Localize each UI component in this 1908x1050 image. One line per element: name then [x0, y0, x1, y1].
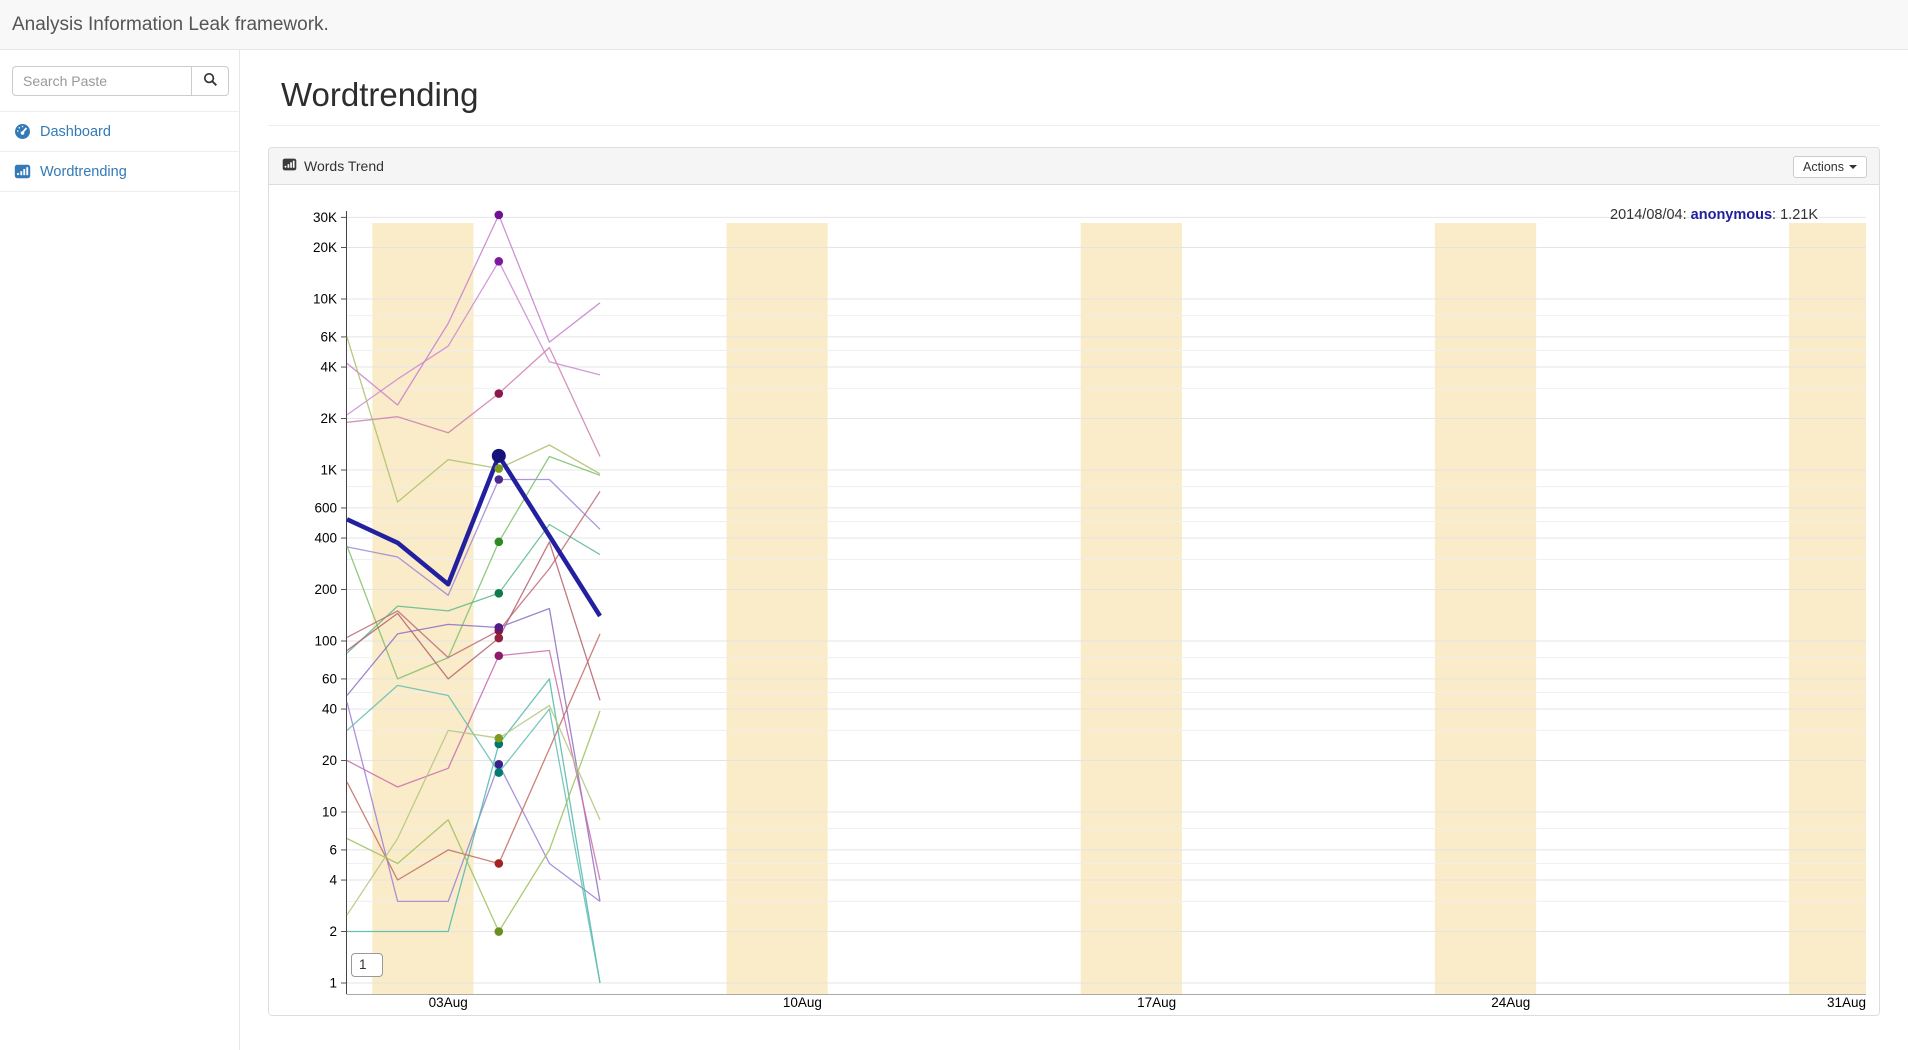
trend-line-series-9[interactable]	[346, 491, 601, 659]
main-content: Wordtrending Words Trend Actions 30K 20K 1…	[240, 50, 1908, 1050]
y-axis-tick-label: 40	[322, 702, 337, 717]
app-brand[interactable]: Analysis Information Leak framework.	[12, 14, 329, 35]
y-axis-tick-label: 600	[314, 500, 337, 515]
data-point-series-13[interactable]	[494, 760, 504, 769]
data-point-series-6[interactable]	[494, 464, 504, 473]
sidebar: Dashboard Wordtrending	[0, 50, 240, 1050]
x-axis-tick-label: 24Aug	[1491, 995, 1530, 1010]
data-point-series-2[interactable]	[494, 210, 504, 220]
data-point-series-10[interactable]	[494, 633, 504, 643]
top-navbar: Analysis Information Leak framework.	[0, 0, 1908, 50]
x-axis-tick-label: 17Aug	[1137, 995, 1176, 1010]
zoom-level-box[interactable]: 1	[351, 953, 383, 977]
y-axis-tick-label: 6K	[320, 329, 337, 344]
y-axis-tick-label: 100	[314, 634, 337, 649]
trend-line-series-10[interactable]	[346, 541, 601, 701]
trend-line-series-7[interactable]	[346, 455, 601, 680]
trend-line-series-4[interactable]	[346, 346, 601, 457]
data-point-series-15[interactable]	[494, 768, 504, 777]
trend-line-series-3[interactable]	[346, 260, 601, 416]
weekend-band	[726, 223, 828, 994]
chart-tooltip: 2014/08/04: anonymous: 1.21K	[1610, 207, 1818, 223]
trend-line-series-5[interactable]	[346, 478, 601, 596]
data-point-series-12[interactable]	[494, 651, 504, 661]
weekend-band	[1434, 223, 1537, 994]
y-axis-tick-label: 30K	[313, 210, 337, 225]
search-icon	[203, 72, 218, 90]
search-input[interactable]	[12, 66, 191, 96]
data-point-series-8[interactable]	[494, 589, 504, 598]
y-axis-tick-label: 20	[322, 753, 337, 768]
title-divider	[268, 125, 1880, 126]
x-axis-tick-label: 03Aug	[429, 995, 468, 1010]
y-axis-tick-label: 1	[329, 976, 337, 991]
y-axis-tick-label: 400	[314, 531, 337, 546]
trend-line-anonymous[interactable]	[346, 453, 602, 618]
trend-line-series-12[interactable]	[346, 649, 601, 881]
y-axis-tick-label: 20K	[313, 240, 337, 255]
y-axis-tick-label: 1K	[320, 463, 337, 478]
trend-line-series-17[interactable]	[346, 710, 601, 933]
y-axis-tick-label: 2	[329, 924, 337, 939]
trend-line-series-16[interactable]	[346, 633, 601, 881]
sidebar-item-label: Wordtrending	[40, 163, 127, 180]
y-axis-tick-label: 10K	[313, 292, 337, 307]
data-point-series-18[interactable]	[494, 733, 504, 743]
data-point-series-4[interactable]	[494, 389, 504, 398]
sidebar-item-dashboard[interactable]: Dashboard	[0, 112, 239, 152]
x-axis-tick-label: 31Aug	[1827, 995, 1866, 1010]
trend-line-series-8[interactable]	[346, 523, 601, 654]
y-axis-tick-label: 10	[322, 805, 337, 820]
trend-line-series-18[interactable]	[346, 704, 601, 916]
y-axis-tick-label: 2K	[320, 411, 337, 426]
bar-chart-icon	[14, 163, 31, 180]
page-title: Wordtrending	[281, 76, 479, 113]
sidebar-item-label: Dashboard	[40, 123, 111, 140]
weekend-band	[1789, 223, 1866, 994]
y-axis-tick-label: 6	[329, 842, 337, 857]
paste-search-group	[12, 66, 229, 96]
search-button[interactable]	[191, 66, 229, 96]
data-point-series-5[interactable]	[494, 475, 504, 484]
y-axis-tick-label: 4	[329, 873, 337, 888]
y-axis-tick-label: 4K	[320, 360, 337, 375]
dashboard-icon	[14, 123, 31, 140]
sidebar-item-wordtrending[interactable]: Wordtrending	[0, 152, 239, 192]
sidebar-nav: Dashboard Wordtrending	[0, 111, 239, 192]
data-point-series-16[interactable]	[494, 859, 504, 868]
data-point-series-3[interactable]	[494, 257, 504, 266]
panel-title: Words Trend	[304, 158, 384, 174]
data-point-series-11[interactable]	[494, 623, 504, 632]
x-axis-tick-label: 10Aug	[783, 995, 822, 1010]
y-axis-tick-label: 60	[322, 671, 337, 686]
words-trend-panel-heading: Words Trend Actions	[269, 148, 1879, 185]
trend-line-series-11[interactable]	[346, 607, 601, 902]
data-point-anonymous[interactable]	[491, 448, 506, 463]
bar-chart-icon	[282, 157, 297, 175]
trend-line-series-6[interactable]	[346, 336, 601, 503]
actions-button[interactable]: Actions	[1793, 156, 1867, 178]
weekend-band	[1080, 223, 1182, 994]
words-trend-chart-area[interactable]: 30K 20K 10K 6K 4K 2K 1K 600 400 200 100 60 40 20 10 6 4 2…	[269, 185, 1879, 1015]
trend-line-series-2[interactable]	[346, 214, 601, 406]
words-trend-panel: Words Trend Actions 30K 20K 10K 6K 4K 2K 1K 600…	[268, 147, 1880, 1016]
data-point-series-7[interactable]	[494, 537, 504, 547]
words-trend-chart[interactable]: 30K 20K 10K 6K 4K 2K 1K 600 400 200 100 60 40 20 10 6 4 2…	[269, 185, 1877, 1014]
actions-button-label: Actions	[1803, 160, 1844, 174]
data-point-series-17[interactable]	[494, 927, 504, 936]
trend-line-series-13[interactable]	[346, 701, 601, 903]
caret-down-icon	[1849, 165, 1857, 169]
y-axis-tick-label: 200	[314, 582, 337, 597]
